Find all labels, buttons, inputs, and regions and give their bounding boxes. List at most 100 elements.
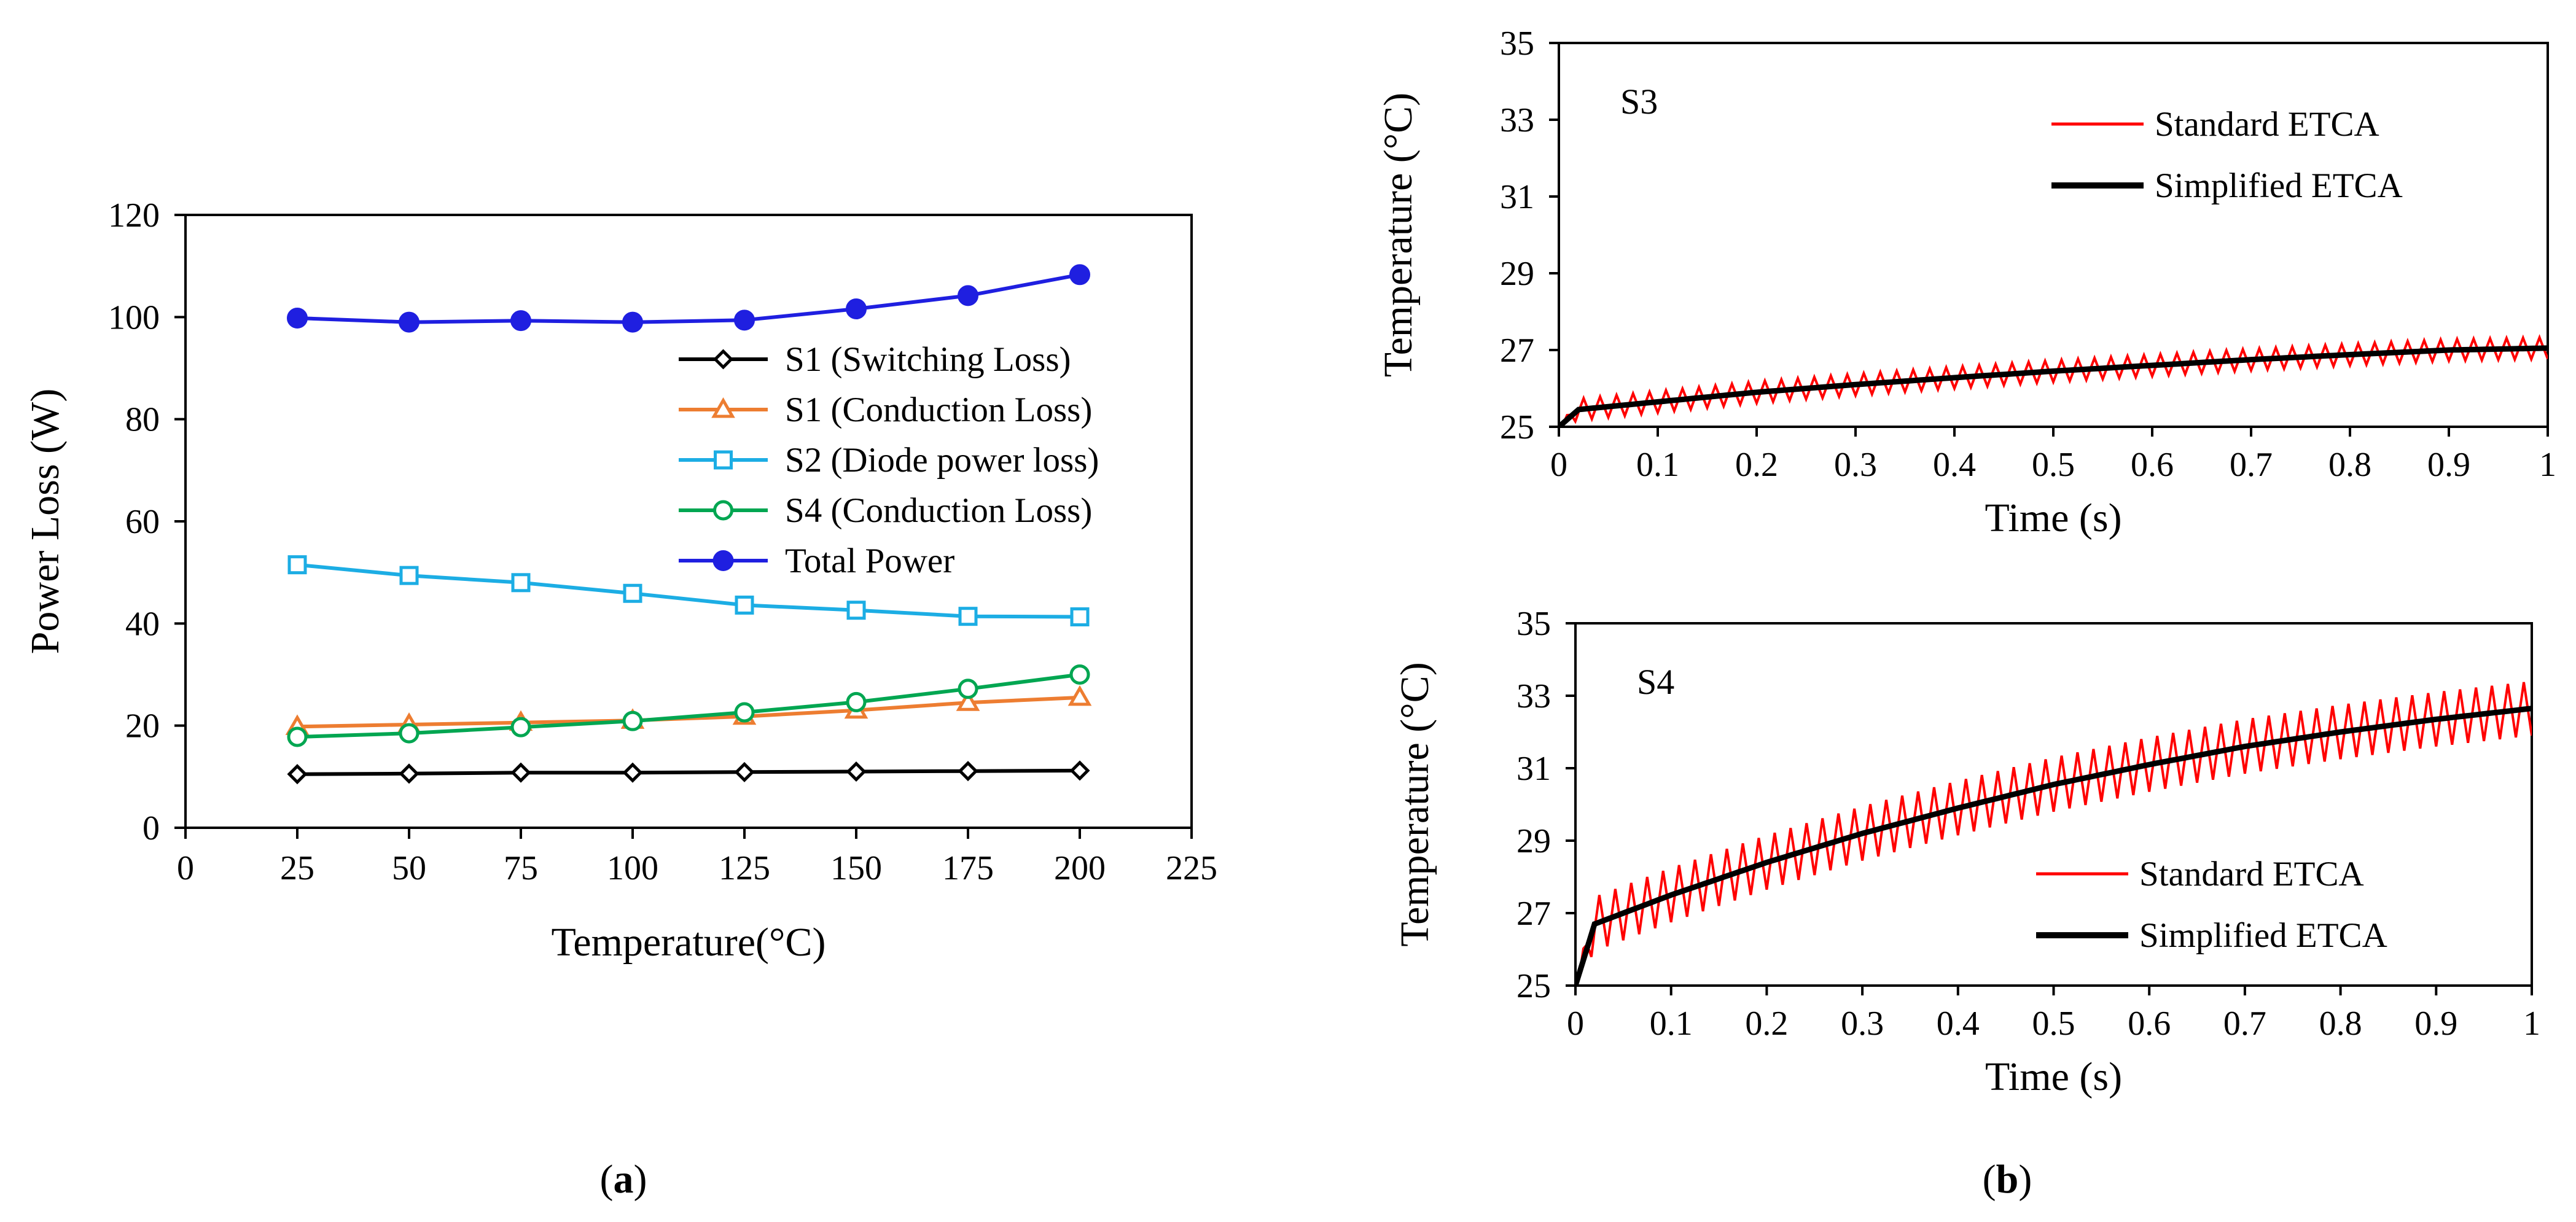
x-tick-label: 100 — [607, 849, 658, 887]
chart-b-bottom: 0 0.1 0.2 0.3 0.4 0.5 0.6 0.7 0.8 0.9 1 25 27 29 31 33 3… — [1392, 605, 2540, 1099]
x-tick-label: 0 — [177, 849, 194, 887]
data-point — [622, 710, 643, 731]
y-axis-label: Temperature (°C) — [1376, 93, 1421, 377]
y-tick-label: 33 — [1500, 101, 1534, 139]
y-tick-label: 0 — [142, 809, 160, 847]
x-tick-label: 0.3 — [1841, 1005, 1884, 1043]
x-tick-label: 175 — [942, 849, 994, 887]
legend-entry: Simplified ETCA — [2155, 166, 2403, 205]
x-tick-label: 0.9 — [2427, 446, 2470, 484]
x-tick-label: 0.4 — [1937, 1005, 1980, 1043]
data-point — [734, 309, 755, 331]
y-tick-label: 35 — [1500, 25, 1534, 63]
legend-entry: S2 (Diode power loss) — [785, 441, 1099, 480]
data-point — [287, 726, 308, 747]
series-line — [297, 273, 1080, 324]
x-tick-label: 1 — [2539, 446, 2556, 484]
y-tick-label: 100 — [108, 298, 160, 337]
x-axis-label: Temperature(°C) — [552, 920, 826, 965]
data-point — [735, 595, 754, 615]
x-tick-label: 0.9 — [2414, 1005, 2457, 1043]
data-point — [287, 764, 308, 785]
chart-a: 0 25 50 75 100 125 150 175 200 225 0 20 40 60 80 100 120… — [23, 197, 1217, 965]
data-point — [734, 761, 755, 782]
caption-b: (b) — [1983, 1157, 2032, 1202]
y-tick-label: 29 — [1516, 822, 1551, 860]
series-simplified-etca — [1575, 706, 2532, 986]
x-tick-label: 0 — [1550, 446, 1567, 484]
legend-entry: S1 (Conduction Loss) — [785, 391, 1092, 429]
y-tick-label: 27 — [1500, 332, 1534, 370]
plot-area — [1559, 333, 2548, 427]
x-tick-label: 25 — [280, 849, 314, 887]
x-tick-label: 0.7 — [2230, 446, 2273, 484]
y-tick-label: 60 — [125, 503, 160, 541]
x-tick-label: 0 — [1567, 1005, 1584, 1043]
x-tick-label: 0.2 — [1735, 446, 1778, 484]
x-tick-label: 225 — [1166, 849, 1217, 887]
panel-annotation: S4 — [1637, 662, 1674, 702]
x-tick-label: 0.2 — [1745, 1005, 1788, 1043]
data-point — [958, 761, 978, 782]
data-point — [510, 310, 531, 332]
series-3 — [287, 664, 1090, 747]
x-tick-label: 0.8 — [2319, 1005, 2362, 1043]
x-tick-label: 0.5 — [2032, 446, 2075, 484]
x-tick-label: 0.1 — [1636, 446, 1679, 484]
data-point — [1069, 664, 1090, 685]
data-point — [846, 761, 867, 782]
legend-marker — [713, 500, 733, 521]
legend-marker — [712, 349, 734, 370]
data-point — [287, 555, 307, 575]
data-point — [510, 717, 531, 737]
y-tick-label: 25 — [1516, 967, 1551, 1005]
data-point — [399, 723, 420, 744]
data-point — [622, 762, 643, 783]
series-line — [297, 562, 1080, 619]
x-tick-label: 1 — [2523, 1005, 2540, 1043]
legend-marker — [712, 550, 734, 571]
x-tick-label: 200 — [1054, 849, 1106, 887]
series-line — [297, 768, 1080, 776]
data-point — [1070, 607, 1090, 627]
y-tick-label: 33 — [1516, 677, 1551, 715]
legend-a: S1 (Switching Loss) S1 (Conduction Loss) S… — [679, 340, 1099, 580]
series-simplified-etca — [1559, 345, 2548, 427]
legend-marker — [714, 450, 733, 470]
y-tick-label: 25 — [1500, 408, 1534, 446]
series-4 — [287, 264, 1090, 333]
y-tick-label: 29 — [1500, 255, 1534, 293]
data-point — [399, 311, 420, 333]
plot-area — [1575, 682, 2532, 986]
data-point — [511, 573, 531, 593]
x-tick-label: 150 — [830, 849, 882, 887]
y-tick-label: 40 — [125, 605, 160, 643]
y-axis-label: Temperature (°C) — [1392, 662, 1437, 946]
x-tick-label: 0.6 — [2128, 1005, 2171, 1043]
legend-entry: Standard ETCA — [2155, 105, 2379, 144]
x-tick-label: 50 — [392, 849, 426, 887]
x-axis-label: Time (s) — [1985, 1054, 2122, 1099]
legend-entry: S1 (Switching Loss) — [785, 340, 1071, 379]
data-point — [846, 298, 867, 320]
x-tick-label: 0.3 — [1834, 446, 1877, 484]
legend-entry: S4 (Conduction Loss) — [785, 491, 1092, 530]
data-point — [734, 702, 755, 723]
y-tick-label: 35 — [1516, 605, 1551, 643]
x-tick-label: 0.4 — [1933, 446, 1976, 484]
data-point — [958, 285, 978, 306]
chart-b-top: 0 0.1 0.2 0.3 0.4 0.5 0.6 0.7 0.8 0.9 1 25 27 29 31 33 3… — [1376, 25, 2556, 540]
legend-marker — [711, 397, 735, 418]
legend-b-top: Standard ETCA Simplified ETCA — [2051, 105, 2403, 205]
legend-entry: Simplified ETCA — [2139, 916, 2387, 955]
panel-annotation: S3 — [1620, 82, 1658, 122]
data-point — [846, 601, 866, 620]
data-point — [846, 691, 867, 712]
series-2 — [287, 555, 1090, 627]
series-standard-etca — [1559, 333, 2548, 427]
legend-entry: Total Power — [785, 542, 954, 580]
data-point — [622, 311, 643, 333]
y-tick-label: 31 — [1516, 750, 1551, 788]
data-point — [958, 607, 978, 626]
data-point — [958, 679, 978, 699]
